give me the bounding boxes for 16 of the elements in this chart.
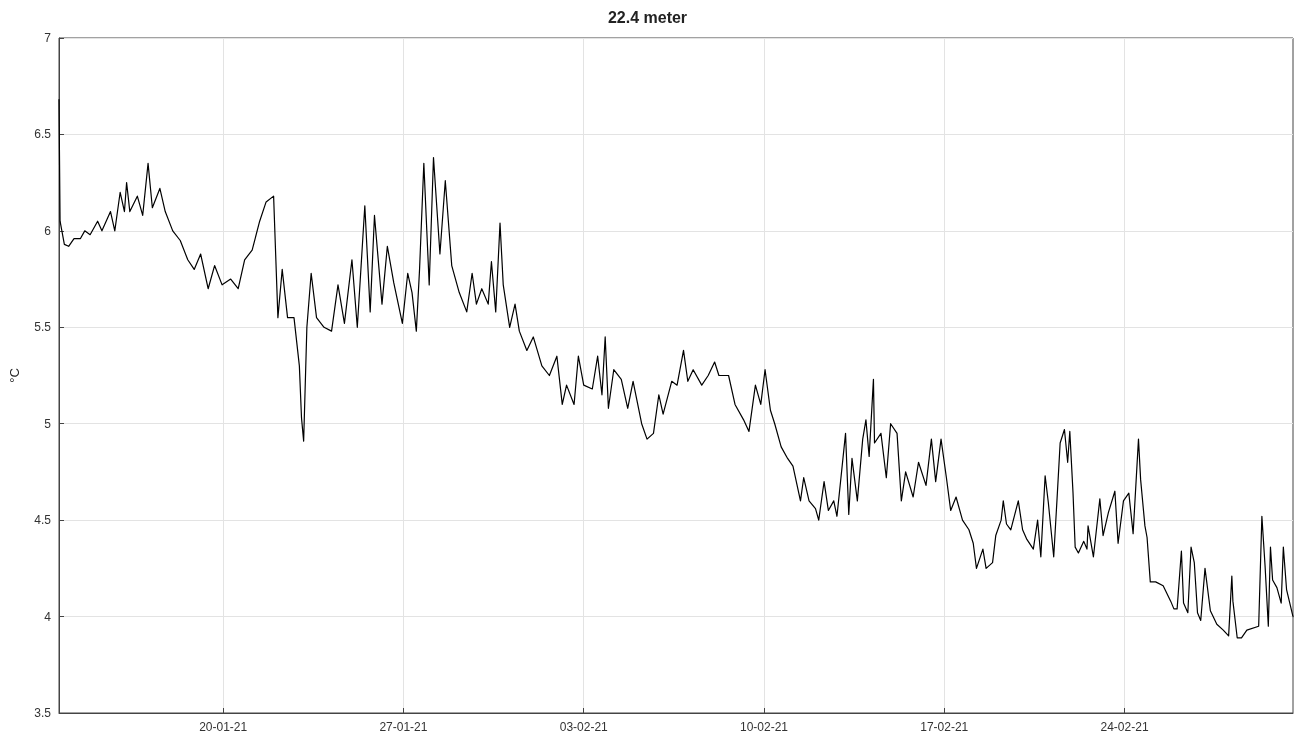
- y-tick-label: 4: [44, 609, 52, 624]
- y-tick-label: 6: [44, 223, 52, 238]
- y-axis-title: °C: [7, 368, 22, 383]
- y-tick-label: 7: [44, 31, 52, 45]
- x-tick-label: 24-02-21: [1100, 720, 1149, 734]
- y-tick-label: 5: [44, 416, 52, 431]
- x-tick-label: 10-02-21: [739, 720, 789, 734]
- x-tick-label: 17-02-21: [920, 720, 969, 734]
- y-tick-label: 4.5: [34, 513, 52, 528]
- x-tick-label: 27-01-21: [379, 720, 428, 734]
- x-tick-label: 03-02-21: [559, 720, 609, 734]
- y-tick-label: 6.5: [34, 127, 52, 142]
- chart-title: 22.4 meter: [607, 8, 688, 26]
- y-tick-label: 5.5: [34, 320, 52, 335]
- y-tick-label: 3.5: [34, 706, 52, 720]
- x-tick-label: 20-01-21: [199, 720, 248, 734]
